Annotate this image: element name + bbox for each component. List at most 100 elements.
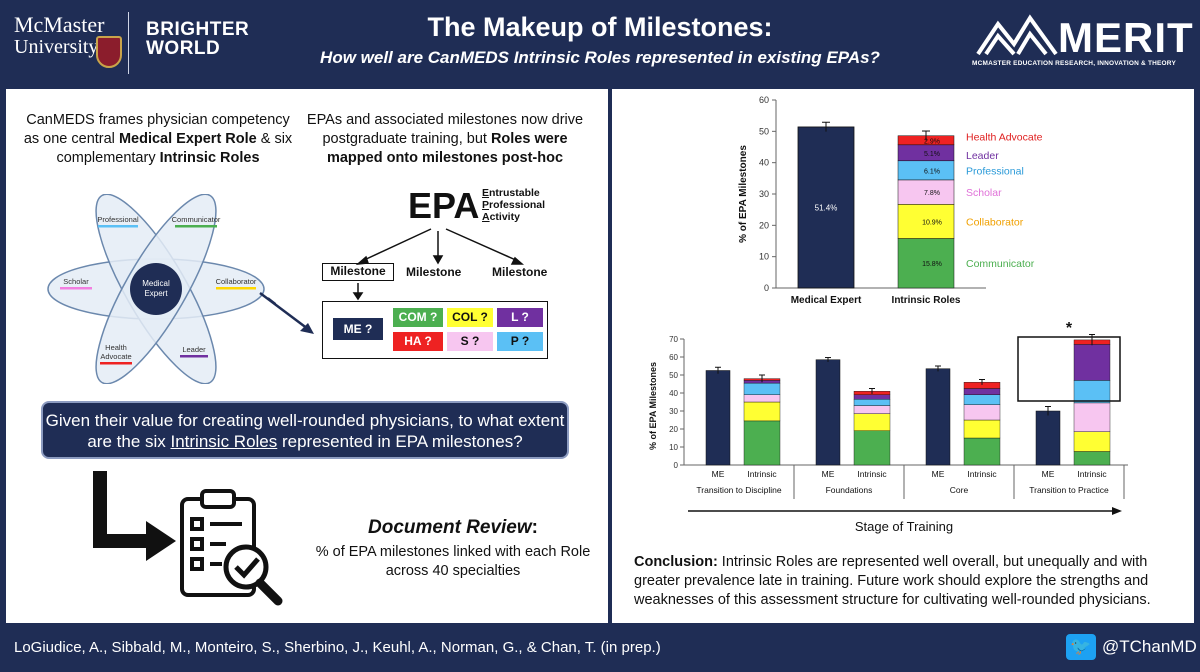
overall-role-chart: 0 10 20 30 40 50 60 % of EPA Milestones 51.4% Med…: [738, 95, 1043, 306]
legend-leader: Leader: [966, 150, 999, 162]
university-word: University: [14, 36, 99, 58]
bar-segment-intrinsic: [853, 430, 891, 466]
poster-subtitle: How well are CanMEDS Intrinsic Roles rep…: [320, 48, 880, 67]
legend-professional: Professional: [966, 165, 1024, 177]
bar-label-intrinsic: Intrinsic: [857, 469, 887, 479]
poster-title: The Makeup of Milestones:: [427, 12, 773, 42]
bar-segment-intrinsic: [743, 420, 781, 466]
significance-asterisk: *: [1066, 320, 1073, 337]
bar-segment-intrinsic: [1073, 402, 1111, 432]
conclusion: Conclusion: Intrinsic Roles are represen…: [634, 553, 1182, 610]
twitter-handle[interactable]: @TChanMD: [1102, 637, 1197, 656]
bar-segment-intrinsic: [1073, 431, 1111, 452]
y-tick-label: 30: [759, 189, 769, 199]
y-tick-label: 40: [669, 389, 678, 398]
mountain-icon: [976, 14, 1058, 56]
training-arrow-head: [1112, 507, 1122, 515]
data-label-communicator: 15.8%: [922, 261, 942, 268]
bar-segment-intrinsic: [1073, 380, 1111, 404]
bar-me: [925, 368, 951, 466]
highlight-box: [1017, 336, 1121, 402]
category-label: Medical Expert: [791, 295, 862, 306]
y-tick-label: 70: [669, 335, 678, 344]
bar-segment-intrinsic: [853, 405, 891, 414]
epa-expansion: Entrustable Professional Activity: [482, 187, 546, 223]
legend-communicator: Communicator: [966, 258, 1035, 270]
legend-collaborator: Collaborator: [966, 216, 1024, 228]
tag-com: COM ?: [393, 308, 443, 327]
tag-ha: HA ?: [393, 332, 443, 351]
bar-segment-scholar: [897, 179, 955, 205]
doc-review-title: Document Review: [368, 517, 532, 538]
center-label-1: Medical: [142, 279, 170, 288]
y-tick-label: 0: [674, 461, 679, 470]
professional-label: Professional: [97, 215, 139, 224]
y-tick-label: 20: [669, 425, 678, 434]
tag-l: L ?: [497, 308, 543, 327]
canmeds-intro: CanMEDS frames physician competency as o…: [23, 112, 293, 166]
bar-label-intrinsic: Intrinsic: [967, 469, 997, 479]
bar-label-me: ME: [822, 469, 835, 479]
collaborator-label: Collaborator: [216, 277, 257, 286]
center-label-2: Expert: [144, 289, 168, 298]
brighter-world-tagline: BRIGHTER WORLD: [146, 19, 250, 59]
legend-scholar: Scholar: [966, 187, 1002, 199]
bar-label-intrinsic: Intrinsic: [747, 469, 777, 479]
stage-label: Foundations: [826, 485, 873, 495]
merit-logo: MERIT MCMASTER EDUCATION RESEARCH, INNOV…: [970, 8, 1193, 78]
twitter-bird-icon[interactable]: 🐦: [1066, 634, 1096, 660]
bar-segment-intrinsic: [963, 388, 1001, 395]
bar-segment-communicator: [897, 238, 955, 289]
data-label-leader: 5.1%: [924, 151, 940, 158]
y-tick-label: 60: [759, 95, 769, 105]
canmeds-flower-diagram: Medical Expert Professional Communicator…: [47, 194, 276, 384]
data-label-collaborator: 10.9%: [922, 219, 942, 226]
crest-icon: [96, 36, 122, 68]
header-divider: [128, 12, 129, 74]
communicator-label: Communicator: [172, 215, 221, 224]
stage-label: Transition to Practice: [1029, 485, 1109, 495]
legend-health-advocate: Health Advocate: [966, 131, 1043, 143]
bar-label-me: ME: [712, 469, 725, 479]
tag-col: COL ?: [447, 308, 493, 327]
bar-label-me: ME: [1042, 469, 1055, 479]
bar-segment-intrinsic: [963, 419, 1001, 439]
y-tick-label: 0: [764, 283, 769, 293]
bar-segment-intrinsic: [1073, 344, 1111, 381]
milestone-2: Milestone: [406, 265, 462, 279]
stage-label: Transition to Discipline: [696, 485, 781, 495]
bar-segment-collaborator: [897, 204, 955, 239]
stage-of-training-chart: 0 10 20 30 40 50 60 70 % of EPA Milestones ME Intr…: [648, 320, 1128, 534]
document-review: Document Review: % of EPA milestones lin…: [308, 517, 598, 581]
bar-segment-intrinsic: [743, 382, 781, 395]
clipboard-checklist-icon: [180, 489, 283, 606]
bar-label-me: ME: [932, 469, 945, 479]
y-tick-label: 30: [669, 407, 678, 416]
tag-s: S ?: [447, 332, 493, 351]
header-banner: McMaster University BRIGHTER WORLD The Mak…: [0, 0, 1200, 86]
bar-medical-expert: [797, 126, 855, 289]
right-panel: 0 10 20 30 40 50 60 % of EPA Milestones 51.4% Med…: [611, 88, 1195, 624]
epa-tree-lines: [352, 228, 525, 301]
bar-segment-intrinsic: [743, 401, 781, 422]
y-tick-label: 10: [759, 252, 769, 262]
data-label-professional: 6.1%: [924, 168, 940, 175]
data-label-health-advocate: 2.9%: [924, 138, 940, 145]
research-question: Given their value for creating well-roun…: [41, 401, 569, 459]
scholar-label: Scholar: [63, 277, 89, 286]
bar-segment-intrinsic: [963, 394, 1001, 405]
y-tick-label: 50: [759, 126, 769, 136]
y-axis-label: % of EPA Milestones: [648, 362, 658, 450]
stage-label: Core: [950, 485, 969, 495]
citation: LoGiudice, A., Sibbald, M., Monteiro, S.…: [14, 639, 661, 656]
conclusion-label: Conclusion:: [634, 554, 718, 570]
y-tick-label: 50: [669, 371, 678, 380]
bar-segment-intrinsic: [963, 404, 1001, 421]
university-name: McMaster: [14, 12, 105, 37]
left-panel: CanMEDS frames physician competency as o…: [5, 88, 609, 624]
bar-segment-intrinsic: [853, 394, 891, 400]
bar-me: [705, 370, 731, 466]
doc-review-body: % of EPA milestones linked with each Rol…: [315, 544, 591, 579]
medical-expert-center: [130, 263, 182, 315]
health-advocate-label-1: Health: [105, 343, 127, 352]
